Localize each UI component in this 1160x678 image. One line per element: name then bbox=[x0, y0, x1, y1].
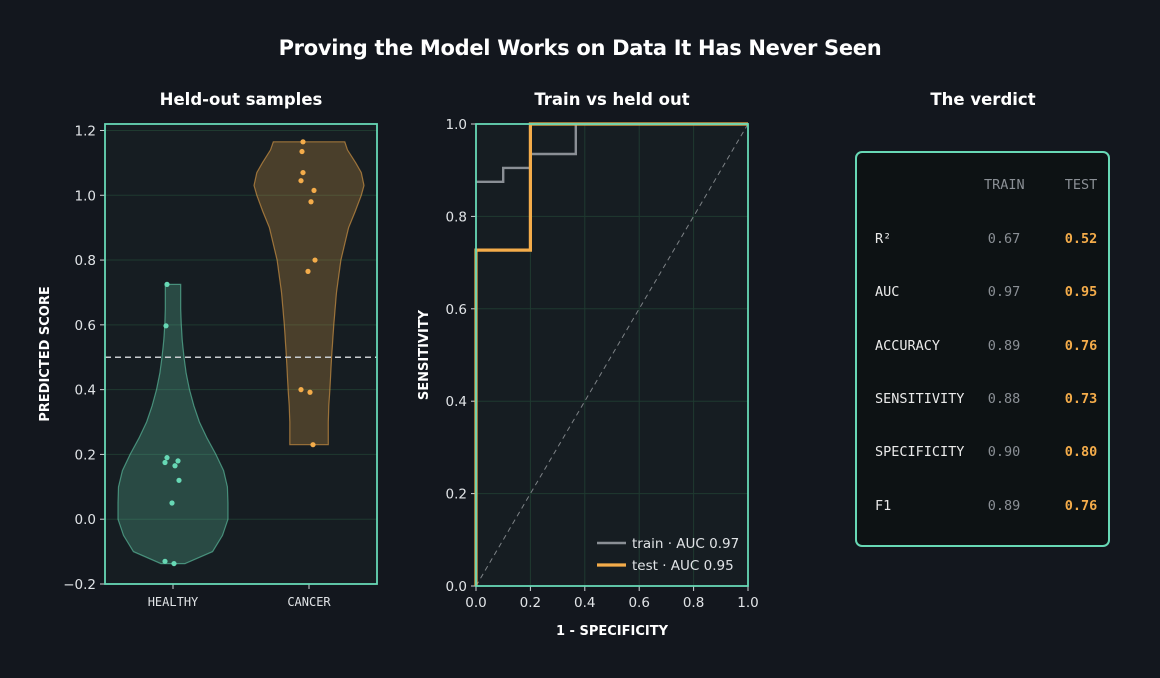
verdict-test-value: 0.73 bbox=[1064, 390, 1098, 407]
verdict-table: TRAIN TEST R² 0.67 0.52 AUC 0.97 0.95 ACCURACY… bbox=[855, 151, 1110, 547]
verdict-metric-label: R² bbox=[875, 231, 892, 247]
verdict-train-value: 0.67 bbox=[987, 231, 1021, 247]
violin-point-cancer bbox=[310, 442, 316, 448]
violin-point-cancer bbox=[312, 257, 318, 263]
verdict-metric-label: SPECIFICITY bbox=[875, 444, 965, 461]
verdict-train-value: 0.89 bbox=[987, 337, 1021, 354]
roc-chart: 0.0 0.2 0.4 0.6 0.8 1.0 0.0 0.2 0.4 0.6 0.8 1.0 trai… bbox=[417, 117, 759, 639]
roc-ytick-label: 0.4 bbox=[446, 394, 467, 410]
verdict-metric-label: AUC bbox=[875, 284, 900, 301]
roc-ytick-label: 1.0 bbox=[446, 117, 467, 133]
verdict-test-value: 0.52 bbox=[1064, 231, 1098, 247]
verdict-row: AUC 0.97 0.95 bbox=[857, 284, 1108, 304]
violin-point-cancer bbox=[299, 148, 305, 155]
verdict-row: R² 0.67 0.52 bbox=[857, 231, 1108, 251]
violin-point-cancer bbox=[305, 268, 311, 274]
verdict-test-value: 0.95 bbox=[1064, 284, 1098, 301]
violin-point-healthy bbox=[162, 558, 168, 564]
verdict-row: SPECIFICITY 0.90 0.80 bbox=[857, 444, 1108, 464]
roc-ytick-label: 0.0 bbox=[446, 579, 467, 595]
violin-point-cancer bbox=[300, 139, 306, 145]
verdict-train-value: 0.89 bbox=[987, 497, 1021, 514]
violin-point-cancer bbox=[300, 169, 306, 176]
violin-point-cancer bbox=[298, 178, 304, 184]
violin-point-healthy bbox=[163, 323, 169, 329]
roc-ytick-label: 0.8 bbox=[446, 209, 467, 225]
violin-ytick-label: 0.6 bbox=[75, 318, 96, 334]
verdict-train-value: 0.90 bbox=[987, 444, 1021, 461]
violin-ylabel: PREDICTED SCORE bbox=[38, 286, 53, 422]
violin-point-healthy bbox=[176, 477, 182, 483]
violin-ytick-label: 0.8 bbox=[75, 253, 96, 269]
legend-label-test: test · AUC 0.95 bbox=[632, 558, 734, 574]
roc-frame bbox=[475, 123, 749, 587]
roc-ytick-label: 0.2 bbox=[446, 487, 467, 503]
violin-point-cancer bbox=[311, 187, 317, 194]
violin-point-healthy bbox=[169, 500, 175, 506]
violin-chart: 1.2 1.0 0.8 0.6 0.4 0.2 0.0 −0.2 HEALTHY CANCER PR… bbox=[38, 123, 378, 609]
violin-point-healthy bbox=[162, 459, 168, 466]
violin-point-healthy bbox=[175, 458, 181, 464]
roc-xtick-label: 1.0 bbox=[737, 595, 758, 611]
verdict-row: F1 0.89 0.76 bbox=[857, 498, 1108, 518]
roc-ytick-label: 0.6 bbox=[446, 302, 467, 318]
roc-ylabel: SENSITIVITY bbox=[417, 309, 432, 400]
verdict-header-test: TEST bbox=[1064, 177, 1098, 193]
verdict-metric-label: F1 bbox=[875, 497, 892, 514]
violin-point-healthy bbox=[164, 455, 170, 461]
verdict-test-value: 0.76 bbox=[1064, 497, 1098, 514]
violin-ytick-label: 0.2 bbox=[75, 447, 96, 463]
roc-legend: train · AUC 0.97 test · AUC 0.95 bbox=[597, 536, 739, 574]
verdict-metric-label: SENSITIVITY bbox=[875, 390, 965, 407]
roc-xtick-label: 0.4 bbox=[574, 595, 595, 611]
verdict-metric-label: ACCURACY bbox=[875, 337, 941, 354]
violin-ytick-label: 0.0 bbox=[75, 512, 96, 528]
violin-point-cancer bbox=[307, 389, 313, 395]
legend-label-train: train · AUC 0.97 bbox=[632, 536, 739, 552]
roc-xtick-label: 0.6 bbox=[628, 595, 649, 611]
violin-panel-title: Held-out samples bbox=[159, 90, 323, 109]
roc-xtick-label: 0.2 bbox=[520, 595, 541, 611]
verdict-header-train: TRAIN bbox=[984, 177, 1025, 193]
roc-xlabel: 1 - SPECIFICITY bbox=[556, 624, 669, 639]
violin-xtick-label: CANCER bbox=[287, 595, 331, 609]
roc-xtick-label: 0.0 bbox=[465, 595, 486, 611]
violin-point-cancer bbox=[308, 199, 314, 205]
violin-frame bbox=[104, 123, 378, 585]
verdict-header-row: TRAIN TEST bbox=[857, 177, 1108, 197]
violin-point-healthy bbox=[164, 281, 170, 287]
violin-ytick-label: −0.2 bbox=[63, 577, 96, 593]
violin-cancer bbox=[253, 141, 365, 446]
verdict-row: SENSITIVITY 0.88 0.73 bbox=[857, 391, 1108, 411]
verdict-train-value: 0.88 bbox=[987, 390, 1021, 407]
verdict-test-value: 0.76 bbox=[1064, 337, 1098, 354]
roc-panel-title: Train vs held out bbox=[534, 90, 690, 109]
violin-ytick-label: 1.2 bbox=[75, 123, 96, 139]
verdict-row: ACCURACY 0.89 0.76 bbox=[857, 338, 1108, 358]
violin-ytick-label: 1.0 bbox=[75, 188, 96, 204]
violin-point-healthy bbox=[171, 560, 177, 567]
roc-plot-area bbox=[476, 124, 748, 586]
violin-ytick-label: 0.4 bbox=[75, 383, 96, 399]
main-title: Proving the Model Works on Data It Has N… bbox=[278, 36, 882, 60]
violin-point-cancer bbox=[298, 387, 304, 393]
violin-xtick-label: HEALTHY bbox=[148, 595, 199, 609]
verdict-panel-title: The verdict bbox=[930, 90, 1036, 109]
violin-point-healthy bbox=[172, 463, 178, 469]
verdict-train-value: 0.97 bbox=[987, 284, 1021, 301]
roc-xtick-label: 0.8 bbox=[683, 595, 704, 611]
verdict-test-value: 0.80 bbox=[1064, 444, 1098, 461]
